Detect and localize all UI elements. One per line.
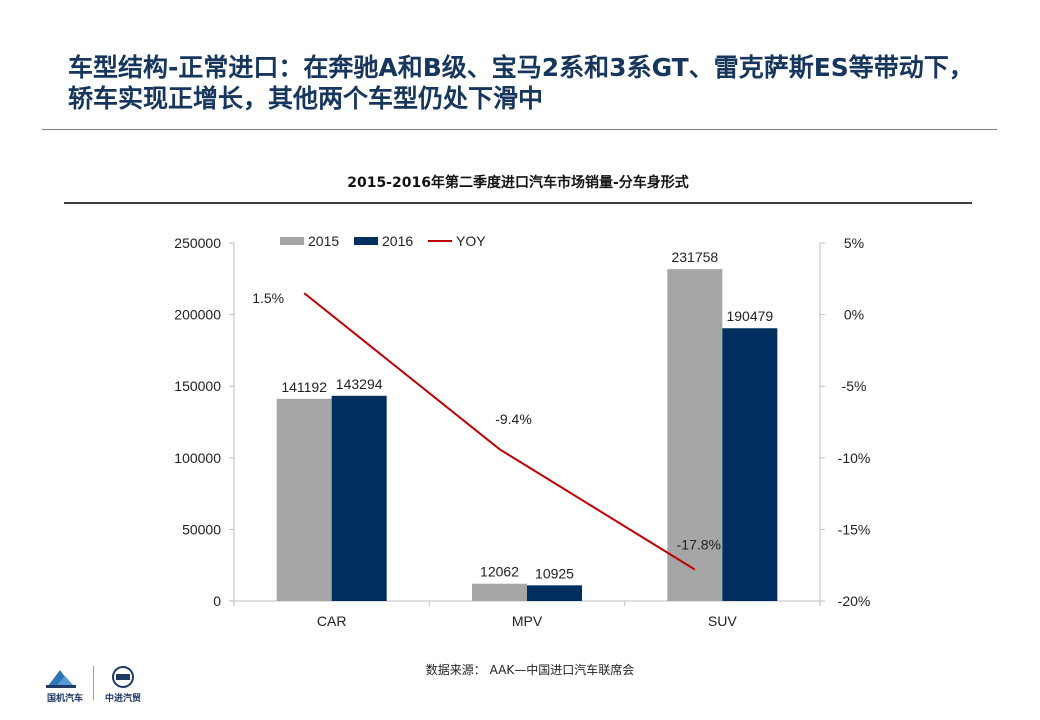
cnaic-logo-text: 中进汽贸 xyxy=(104,694,141,704)
y-tick-label-right: 0% xyxy=(844,307,864,323)
bar-data-label: 10925 xyxy=(535,565,574,581)
bar-2015 xyxy=(276,398,332,601)
chart-title-divider xyxy=(64,202,972,204)
y-tick-label-right: -10% xyxy=(838,450,871,466)
bar-data-label: 141192 xyxy=(281,379,327,395)
x-tick-label: CAR xyxy=(317,613,347,629)
footer-logos: 国机汽车 中进汽贸 xyxy=(40,664,160,704)
y-tick-label-right: 5% xyxy=(844,235,864,251)
x-tick-label: MPV xyxy=(512,613,543,629)
sinomach-auto-logo-text: 国机汽车 xyxy=(46,694,83,704)
cnaic-logo: 中进汽贸 xyxy=(98,664,148,704)
bar-2016 xyxy=(527,585,582,601)
line-YOY xyxy=(303,292,696,571)
bar-2015 xyxy=(472,583,527,601)
title-divider xyxy=(42,129,997,130)
chart-title: 2015-2016年第二季度进口汽车市场销量-分车身形式 xyxy=(347,175,689,191)
legend-label: YOY xyxy=(456,233,486,249)
legend-label: 2016 xyxy=(382,233,413,249)
y-tick-label-left: 50000 xyxy=(182,521,221,537)
circle-emblem-icon xyxy=(112,666,134,688)
y-tick-label-right: -20% xyxy=(838,593,871,609)
legend-swatch-2015 xyxy=(280,237,304,245)
line-data-label: -9.4% xyxy=(495,411,532,427)
line-data-label: 1.5% xyxy=(252,290,284,306)
bar-2016 xyxy=(331,395,387,601)
bar-2016 xyxy=(722,328,778,601)
mountain-logo-icon xyxy=(46,670,76,688)
legend-swatch-2016 xyxy=(354,237,378,245)
data-source-note: 数据来源： AAK—中国进口汽车联席会 xyxy=(425,663,635,677)
bar-data-label: 231758 xyxy=(671,249,718,265)
y-tick-label-left: 100000 xyxy=(174,450,221,466)
bar-data-label: 190479 xyxy=(726,308,773,324)
legend-label: 2015 xyxy=(308,233,339,249)
y-tick-label-left: 250000 xyxy=(174,235,221,251)
sinomach-auto-logo: 国机汽车 xyxy=(40,664,90,704)
bar-data-label: 143294 xyxy=(336,376,383,392)
bar-2015 xyxy=(667,269,723,601)
x-tick-label: SUV xyxy=(708,613,737,629)
y-tick-label-right: -5% xyxy=(842,378,867,394)
y-tick-label-left: 150000 xyxy=(174,378,221,394)
logo-separator xyxy=(93,666,94,700)
y-tick-label-left: 200000 xyxy=(174,307,221,323)
line-data-label: -17.8% xyxy=(677,536,721,552)
bar-data-label: 12062 xyxy=(480,564,519,580)
y-tick-label-left: 0 xyxy=(213,593,221,609)
y-tick-label-right: -15% xyxy=(838,521,871,537)
slide-title: 车型结构-正常进口：在奔驰A和B级、宝马2系和3系GT、雷克萨斯ES等带动下，轿… xyxy=(68,53,974,113)
